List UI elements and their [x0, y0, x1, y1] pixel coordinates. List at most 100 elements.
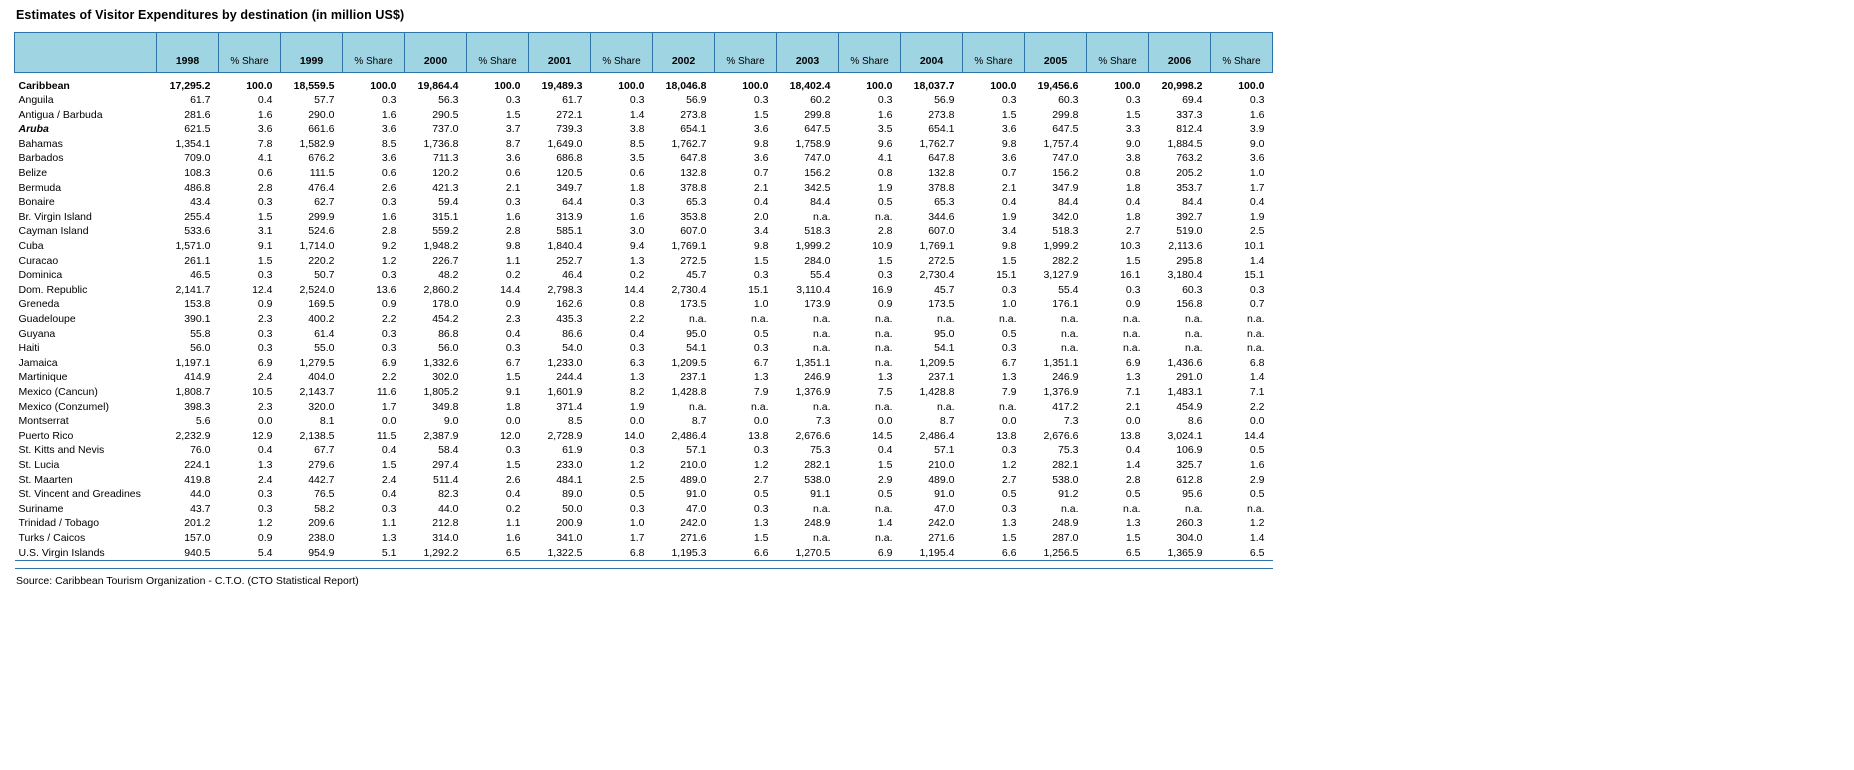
share-value: 2.8 — [1125, 473, 1141, 486]
expenditure-value: 212.8 — [432, 517, 459, 530]
destination-label: Aruba — [18, 123, 49, 136]
expenditure-value: 86.8 — [438, 327, 459, 340]
expenditure-value: 3,024.1 — [1167, 429, 1203, 442]
table-row: Antigua / Barbuda 281.6 1.6 290.0 1.6 290.5 1.… — [15, 108, 1273, 123]
share-value: 0.3 — [1001, 342, 1017, 355]
expenditure-value: 1,714.0 — [299, 240, 335, 253]
expenditure-value: 56.0 — [438, 342, 459, 355]
expenditure-value: 612.8 — [1176, 473, 1203, 486]
expenditure-value: 1,195.4 — [919, 546, 955, 559]
destination-label: St. Maarten — [18, 473, 73, 486]
share-value: 1.6 — [877, 108, 893, 121]
share-value: n.a. — [1246, 342, 1265, 355]
share-value: 1.7 — [381, 400, 397, 413]
share-value: 0.3 — [381, 502, 397, 515]
share-value: 6.5 — [505, 546, 521, 559]
share-value: 0.4 — [1249, 196, 1265, 209]
share-value: 0.3 — [505, 94, 521, 107]
expenditure-value: 1,428.8 — [919, 385, 955, 398]
share-value: 2.3 — [257, 313, 273, 325]
share-value: 1.5 — [753, 108, 769, 121]
expenditure-value: 1,601.9 — [547, 385, 583, 398]
share-value: 3.6 — [505, 152, 521, 165]
share-value: 1.5 — [1001, 531, 1017, 544]
header-year-2001: 2001 — [528, 32, 591, 73]
expenditure-value: 76.5 — [314, 488, 335, 501]
expenditure-value: 1,757.4 — [1043, 137, 1079, 150]
expenditure-value: 1,769.1 — [671, 240, 707, 253]
table-row: Curacao 261.1 1.5 220.2 1.2 226.7 1.1 252.7 1.3 2… — [15, 254, 1273, 269]
table-row: Turks / Caicos 157.0 0.9 238.0 1.3 314.0 1.6 34… — [15, 531, 1273, 546]
expenditure-value: 132.8 — [680, 167, 707, 180]
expenditure-value: n.a. — [1060, 327, 1079, 340]
expenditure-value: 341.0 — [556, 531, 583, 544]
destination-label: Anguila — [18, 94, 54, 107]
expenditure-value: 299.9 — [308, 210, 335, 223]
expenditure-value: 255.4 — [184, 210, 211, 223]
expenditure-value: 320.0 — [308, 400, 335, 413]
expenditure-value: 238.0 — [308, 531, 335, 544]
share-value: 0.5 — [877, 488, 893, 501]
share-value: 3.0 — [629, 225, 645, 238]
share-value: 5.4 — [257, 546, 273, 559]
share-value: 100.0 — [866, 79, 893, 92]
share-value: 0.9 — [1125, 298, 1141, 311]
expenditure-value: 120.2 — [432, 167, 459, 180]
share-value: 2.8 — [877, 225, 893, 238]
table-row: Guadeloupe 390.1 2.3 400.2 2.2 454.2 2.3 435.3 2… — [15, 312, 1273, 327]
destination-label: St. Kitts and Nevis — [18, 444, 105, 457]
expenditure-value: 242.0 — [680, 517, 707, 530]
share-value: 6.6 — [1001, 546, 1017, 559]
share-value: 1.6 — [381, 108, 397, 121]
share-value: 2.3 — [505, 313, 521, 325]
expenditure-value: 282.1 — [804, 458, 831, 471]
expenditure-value: 489.0 — [680, 473, 707, 486]
expenditure-value: 1,808.7 — [175, 385, 211, 398]
share-value: 6.3 — [629, 356, 645, 369]
expenditure-value: n.a. — [812, 210, 831, 223]
share-value: 1.5 — [257, 254, 273, 267]
expenditure-value: 709.0 — [184, 152, 211, 165]
expenditure-value: 56.0 — [190, 342, 211, 355]
expenditure-value: 108.3 — [184, 167, 211, 180]
share-value: 0.5 — [629, 488, 645, 501]
expenditure-value: 210.0 — [928, 458, 955, 471]
expenditure-value: 61.7 — [190, 94, 211, 107]
share-value: 1.5 — [1001, 254, 1017, 267]
expenditure-value: 533.6 — [184, 225, 211, 238]
expenditure-value: 91.0 — [934, 488, 955, 501]
expenditure-value: 272.1 — [556, 108, 583, 121]
expenditure-value: 737.0 — [432, 123, 459, 136]
expenditure-value: n.a. — [1060, 313, 1079, 325]
share-value: 1.5 — [1125, 531, 1141, 544]
share-value: 1.0 — [1001, 298, 1017, 311]
share-value: 1.2 — [629, 458, 645, 471]
expenditure-value: 2,113.6 — [1168, 240, 1203, 253]
share-value: 1.2 — [381, 254, 397, 267]
expenditure-value: 55.0 — [314, 342, 335, 355]
expenditure-value: 442.7 — [308, 473, 335, 486]
expenditure-value: 91.2 — [1058, 488, 1079, 501]
expenditure-value: 1,354.1 — [175, 137, 211, 150]
table-row: Guyana 55.8 0.3 61.4 0.3 86.8 0.4 86.6 0.4 95.0 0.… — [15, 327, 1273, 342]
expenditure-value: n.a. — [936, 313, 955, 325]
expenditure-value: 3,110.4 — [796, 283, 831, 296]
expenditure-value: 50.0 — [562, 502, 583, 515]
share-value: 9.0 — [1125, 137, 1141, 150]
share-value: 2.7 — [1125, 225, 1141, 238]
table-row: St. Kitts and Nevis 76.0 0.4 67.7 0.4 58.4 0.3… — [15, 443, 1273, 458]
table-row: Bonaire 43.4 0.3 62.7 0.3 59.4 0.3 64.4 0.3 65.3 0… — [15, 195, 1273, 210]
destination-label: Turks / Caicos — [18, 531, 86, 544]
expenditure-value: 50.7 — [314, 269, 335, 282]
destination-label: Barbados — [18, 152, 64, 165]
expenditure-value: 1,209.5 — [919, 356, 955, 369]
share-value: 1.6 — [257, 108, 273, 121]
share-value: 0.3 — [257, 327, 273, 340]
share-value: 2.7 — [753, 473, 769, 486]
expenditure-value: 1,365.9 — [1167, 546, 1203, 559]
destination-label: Dominica — [18, 269, 63, 282]
share-value: 3.8 — [629, 123, 645, 136]
expenditure-value: 209.6 — [308, 517, 335, 530]
expenditure-value: 524.6 — [308, 225, 335, 238]
share-value: 0.3 — [629, 502, 645, 515]
